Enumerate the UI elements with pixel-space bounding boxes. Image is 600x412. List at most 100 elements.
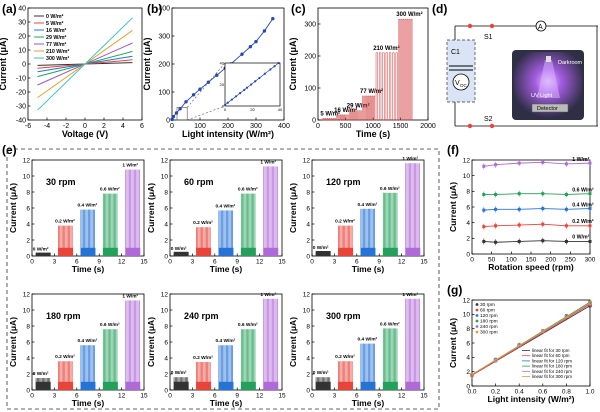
- legend-label: 300 W/m²: [46, 56, 69, 62]
- current-bar: [196, 362, 197, 390]
- y-axis-label: Current (μA): [146, 183, 156, 233]
- x-tick-label: 12: [118, 393, 126, 400]
- current-bar: [90, 345, 92, 390]
- intensity-label: 1 W/m²: [402, 292, 418, 298]
- voc-subscript: OC: [460, 83, 468, 88]
- fit-legend-label: linear fit for 300 rpm: [532, 374, 572, 379]
- current-bar: [81, 209, 83, 256]
- current-bar: [222, 345, 223, 390]
- current-bar: [68, 225, 69, 256]
- y-tick-label: 2: [164, 371, 168, 378]
- current-bar: [204, 227, 206, 256]
- pulse-bar: [338, 114, 340, 121]
- x-tick-label: 6: [140, 123, 144, 130]
- current-bar: [242, 329, 243, 390]
- current-bar: [414, 298, 415, 390]
- pulse-bar: [347, 114, 349, 121]
- current-bar: [136, 169, 138, 256]
- current-bar: [106, 193, 108, 256]
- current-bar: [91, 209, 93, 256]
- pulse-bar: [402, 18, 405, 121]
- current-bar: [226, 345, 227, 390]
- baseline-block: [315, 381, 331, 390]
- x-tick-label: 15: [278, 393, 286, 400]
- y-axis-label: Current (μA): [0, 37, 8, 90]
- intensity-label: 0 W/m²: [171, 370, 187, 376]
- current-bar: [202, 362, 204, 390]
- legend-label: 0 W/m²: [46, 14, 64, 20]
- current-bar: [201, 227, 202, 256]
- x-axis-label: Light intensity (W/m²): [488, 394, 575, 404]
- intensity-label: 0.6 W/m²: [100, 187, 120, 193]
- current-bar: [386, 192, 388, 256]
- current-bar: [395, 328, 397, 390]
- x-axis-label: Rotation speed (rpm): [488, 262, 574, 272]
- current-bar: [209, 227, 211, 256]
- x-tick-label: -4: [44, 123, 50, 130]
- current-bar: [232, 210, 233, 256]
- speed-data-point: [494, 207, 498, 211]
- current-bar: [203, 227, 205, 256]
- current-bar: [64, 361, 66, 390]
- current-bar: [85, 209, 87, 256]
- current-bar: [382, 328, 384, 390]
- current-bar: [240, 329, 242, 390]
- baseline-block: [80, 381, 96, 390]
- legend-label: 16 W/m²: [46, 28, 67, 34]
- current-bar: [247, 193, 248, 256]
- current-bar: [415, 163, 416, 256]
- pulse-bar: [356, 110, 359, 121]
- data-point: [262, 29, 267, 33]
- current-bar: [88, 345, 89, 390]
- switch-s1-label: S1: [484, 34, 493, 41]
- legend-label: 77 W/m²: [46, 42, 67, 48]
- pulse-bar: [382, 52, 385, 121]
- pulse-bar: [322, 118, 325, 121]
- current-bar: [392, 192, 394, 256]
- current-bar: [139, 300, 140, 390]
- legend-marker: [475, 303, 479, 306]
- inset-frame: [224, 62, 281, 107]
- intensity-label: 0.4 W/m²: [358, 337, 378, 343]
- pulse-bar: [365, 95, 368, 121]
- current-bar: [411, 163, 413, 256]
- current-bar: [374, 208, 375, 256]
- fit-legend-label: linear fit for 180 rpm: [532, 364, 572, 369]
- chart-e: 0 3 6 9 12 15 0 2 4 6 8 10 12 Time (s) Current (μA) 0 W…: [8, 156, 428, 408]
- inset-data-point: [254, 80, 257, 83]
- subplot-4: 0 3 6 9 12 15 0 2 4 6 8 10 12 Time (s) Current (μA) 0 W…: [146, 291, 286, 408]
- current-bar: [406, 163, 408, 256]
- legend-label: 240 rpm: [480, 324, 498, 330]
- current-bar: [221, 345, 222, 390]
- current-bar: [202, 227, 204, 256]
- current-bar: [85, 345, 87, 390]
- current-bar: [405, 163, 407, 256]
- inset-y-tick-label: 0: [222, 104, 225, 109]
- current-bar: [248, 193, 250, 256]
- intensity-label: 0.4 W/m²: [216, 338, 236, 344]
- intensity-label: 0 W/m²: [33, 371, 49, 377]
- current-bar: [411, 298, 413, 390]
- legend-label: 29 W/m²: [46, 35, 67, 41]
- current-bar: [249, 329, 251, 390]
- baseline-block: [338, 247, 354, 256]
- current-bar: [126, 169, 128, 256]
- current-bar: [137, 300, 139, 390]
- x-tick-label: 100: [194, 123, 206, 130]
- current-bar: [344, 225, 346, 256]
- current-bar: [410, 163, 411, 256]
- current-bar: [114, 193, 115, 256]
- current-bar: [116, 329, 118, 390]
- x-tick-label: 0: [168, 393, 172, 400]
- x-tick-label: 12: [398, 393, 406, 400]
- speed-data-point: [588, 161, 592, 165]
- current-bar: [368, 208, 369, 256]
- y-tick-label: 10: [303, 173, 311, 180]
- speed-data-point: [541, 160, 545, 164]
- current-bar: [199, 362, 201, 390]
- speed-data-point: [564, 192, 568, 196]
- uv-beam: [537, 60, 560, 98]
- baseline-block: [240, 247, 256, 256]
- x-tick-label: 200: [545, 257, 556, 264]
- inset-data-point: [226, 101, 229, 104]
